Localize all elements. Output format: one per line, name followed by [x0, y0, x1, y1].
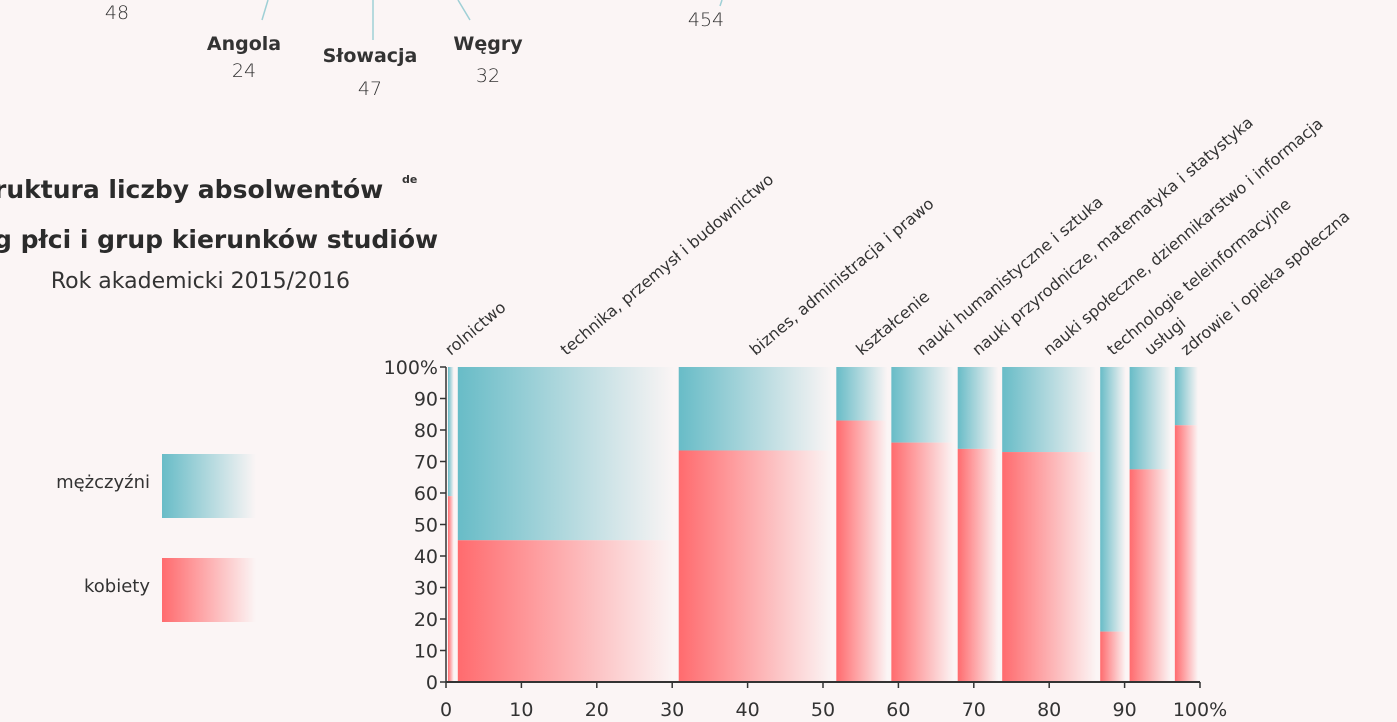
top-value-angola: 24 [232, 60, 256, 82]
category-labels: rolnictwo technika, przemysł i budownictw… [441, 113, 1353, 359]
legend-label-women: kobiety [84, 576, 150, 597]
x-tick-label: 50 [811, 699, 835, 721]
legend: mężczyźni kobiety [56, 454, 256, 622]
x-tick-label: 70 [962, 699, 986, 721]
y-tick-label: 0 [426, 672, 438, 694]
y-tick-label: 50 [414, 515, 438, 537]
bar-women-8 [1129, 469, 1171, 682]
top-fragment: 48 Angola 24 Słowacja 47 Węgry 32 454 [105, 0, 724, 100]
x-tick-label: 30 [660, 699, 684, 721]
x-tick-label: 80 [1037, 699, 1061, 721]
bar-women-2 [678, 450, 833, 682]
leader-line [261, 0, 269, 21]
y-tick-label: 100% [384, 357, 438, 379]
y-tick-label: 40 [414, 546, 438, 568]
top-value-5: 454 [688, 9, 724, 31]
x-tick-label: 90 [1113, 699, 1137, 721]
bar-men-5 [957, 367, 999, 449]
bar-women-6 [1002, 452, 1097, 682]
category-label-2: biznes, administracja i prawo [746, 194, 938, 359]
bar-men-6 [1002, 367, 1097, 453]
bar-men-1 [457, 367, 675, 541]
bar-women-4 [891, 442, 954, 682]
bar-men-8 [1129, 367, 1171, 470]
y-tick-label: 90 [414, 389, 438, 411]
x-tick-label: 40 [736, 699, 760, 721]
bar-men-9 [1174, 367, 1198, 426]
leader-line [719, 0, 723, 7]
top-value-slowacja: 47 [358, 78, 382, 100]
y-tick-label: 10 [414, 641, 438, 663]
chart-subtitle: Rok akademicki 2015/2016 [51, 269, 350, 294]
y-tick-label: 30 [414, 578, 438, 600]
x-tick-label: 60 [886, 699, 910, 721]
x-tick-label: 10 [509, 699, 533, 721]
x-tick-label: 0 [440, 699, 452, 721]
bar-men-7 [1100, 367, 1126, 632]
bar-women-0 [448, 496, 454, 682]
y-tick-label: 60 [414, 483, 438, 505]
top-label-slowacja: Słowacja [323, 45, 418, 67]
y-axis: 0 10 20 30 40 50 60 70 80 90 100% [384, 357, 447, 694]
legend-swatch-women [162, 558, 256, 622]
x-axis: 0 10 20 30 40 50 60 70 80 90 100% [440, 681, 1227, 721]
top-label-wegry: Węgry [453, 33, 523, 55]
category-label-1: technika, przemysł i budownictwo [557, 170, 778, 359]
x-tick-label: 100% [1173, 699, 1227, 721]
bar-men-2 [678, 367, 833, 451]
y-tick-label: 70 [414, 452, 438, 474]
top-value-wegry: 32 [476, 65, 500, 87]
mosaic-plot [448, 367, 1198, 682]
legend-label-men: mężczyźni [56, 472, 150, 493]
top-label-angola: Angola [207, 33, 281, 55]
bar-men-3 [836, 367, 888, 421]
y-tick-label: 20 [414, 609, 438, 631]
y-tick-label: 80 [414, 420, 438, 442]
chart-title-line1: ruktura liczby absolwentów [0, 175, 383, 204]
bar-men-4 [891, 367, 954, 443]
top-value-1: 48 [105, 2, 129, 24]
leader-line [457, 0, 471, 21]
legend-swatch-men [162, 454, 256, 518]
bar-men-0 [448, 367, 454, 497]
x-tick-label: 20 [585, 699, 609, 721]
chart-title-line2: g płci i grup kierunków studiów [0, 225, 438, 254]
category-label-0: rolnictwo [441, 298, 509, 359]
bar-women-5 [957, 448, 999, 682]
bar-women-1 [457, 540, 675, 682]
bar-women-9 [1174, 425, 1198, 682]
chart-title-superscript: de [402, 173, 417, 186]
bar-women-7 [1100, 631, 1126, 682]
bar-women-3 [836, 420, 888, 682]
